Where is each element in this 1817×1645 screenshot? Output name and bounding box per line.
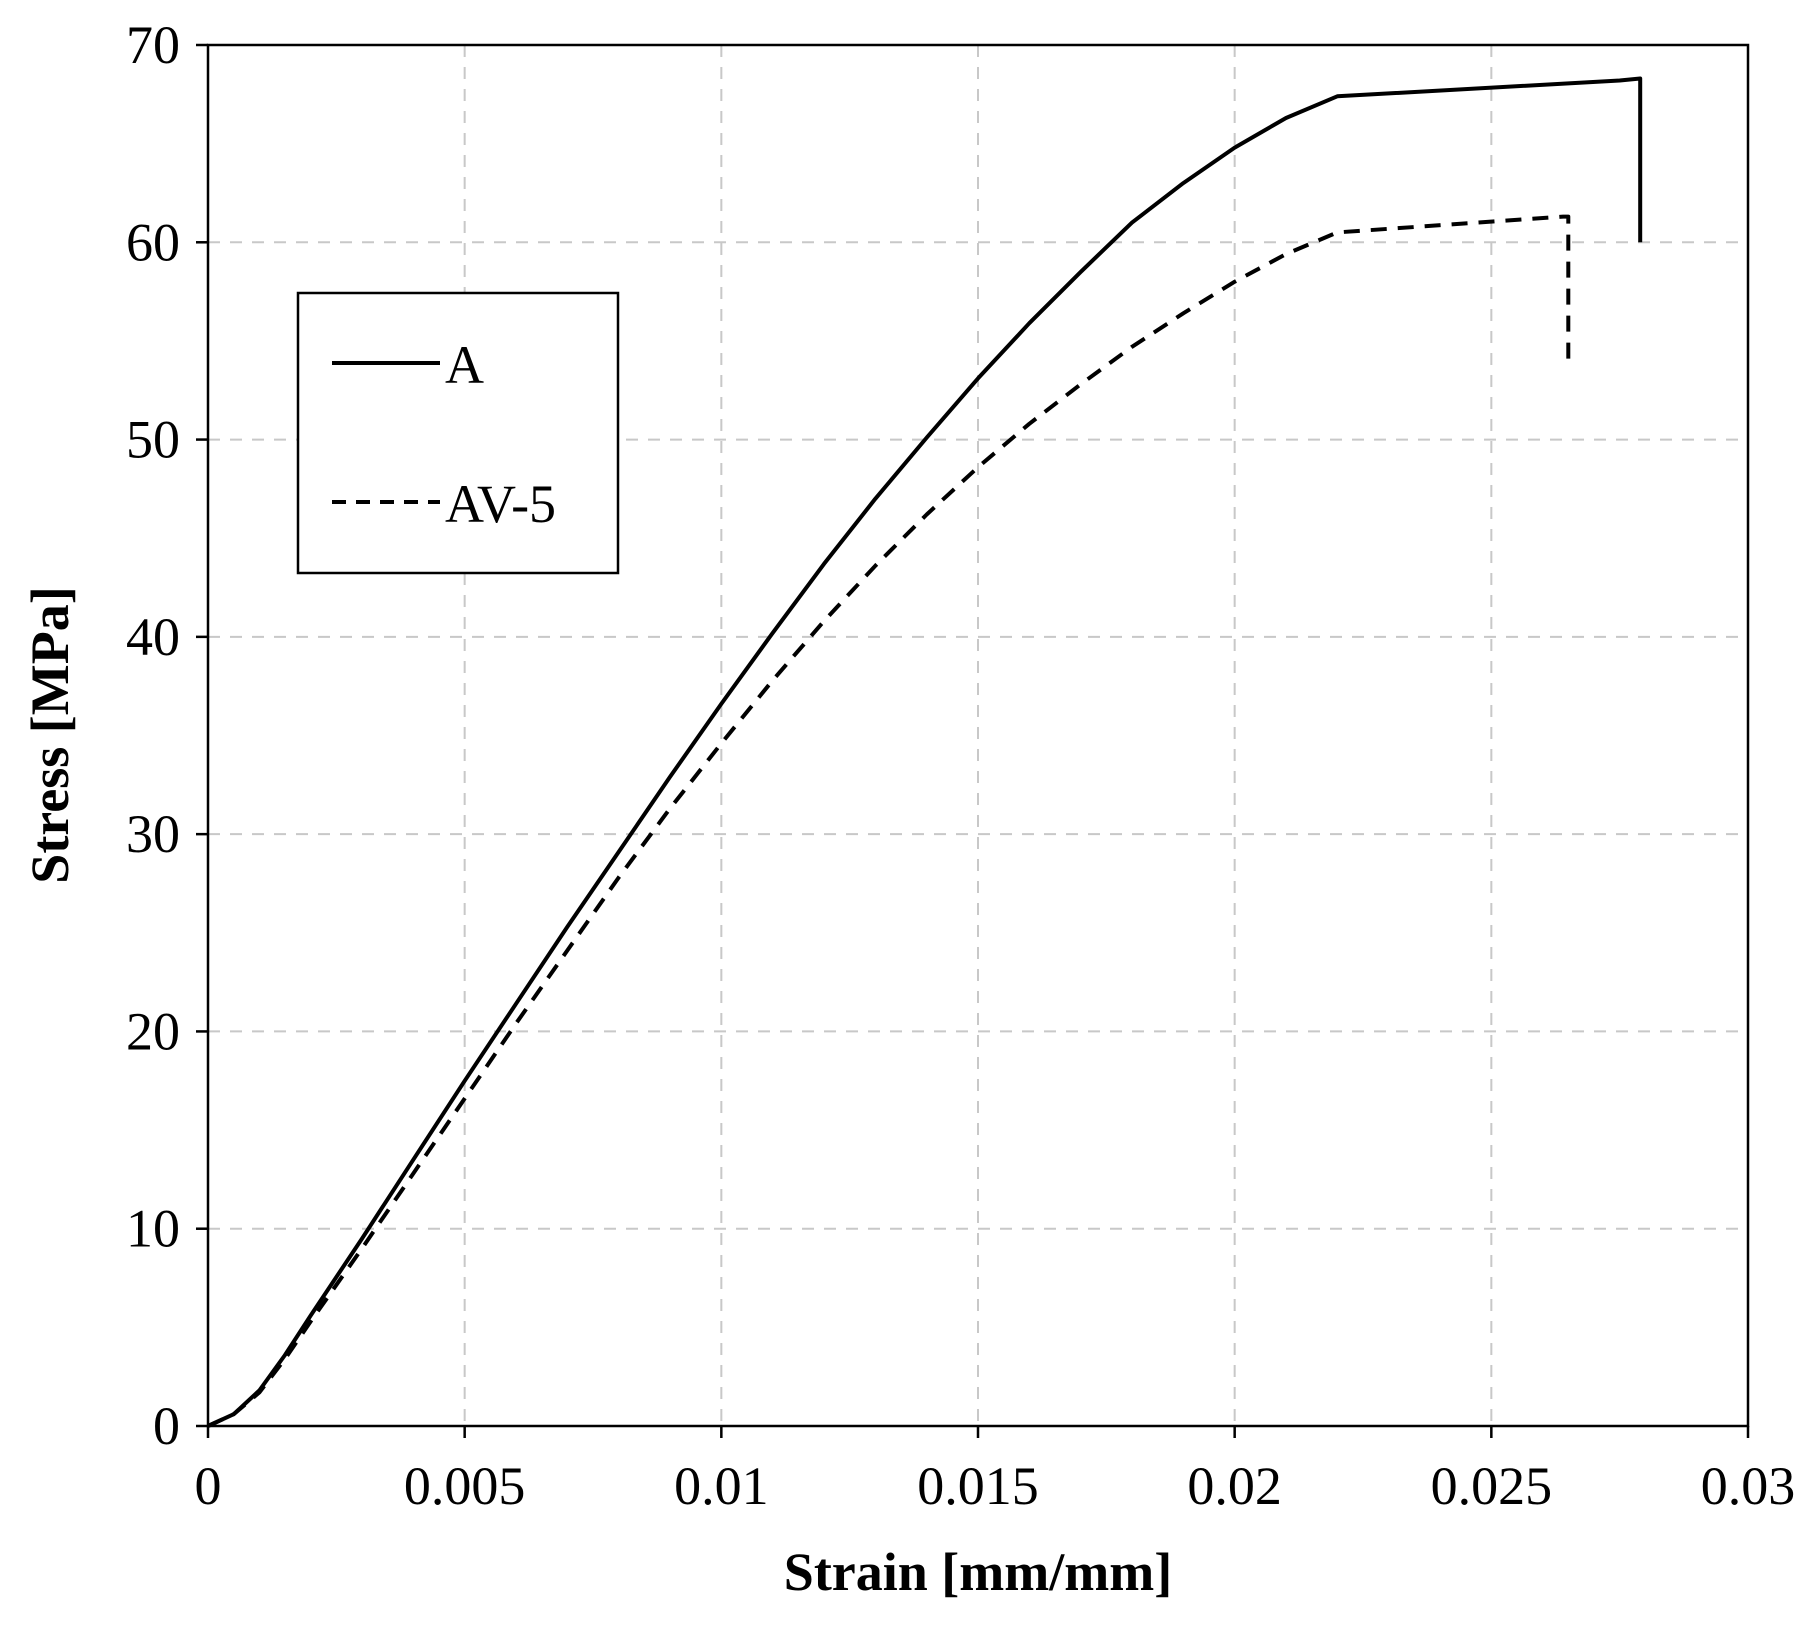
- x-tick-label: 0: [195, 1456, 222, 1516]
- y-tick-label: 70: [126, 15, 180, 75]
- x-axis-title: Strain [mm/mm]: [784, 1542, 1172, 1602]
- x-tick-label: 0.025: [1431, 1456, 1553, 1516]
- series-line-a: [207, 76, 1643, 1428]
- legend: A AV-5: [296, 291, 620, 575]
- y-tick-label: 0: [153, 1396, 180, 1456]
- x-tick-label: 0.005: [404, 1456, 526, 1516]
- y-tick-label: 60: [126, 212, 180, 272]
- x-tick-label: 0.02: [1187, 1456, 1282, 1516]
- legend-box: [296, 291, 620, 575]
- legend-label-a: A: [445, 335, 484, 395]
- y-tick-label: 20: [126, 1001, 180, 1061]
- y-tick-label: 50: [126, 410, 180, 470]
- x-tick-label: 0.015: [917, 1456, 1039, 1516]
- ticks-layer: 0 0.005 0.01 0.015 0.02 0.025 0.03 0 10 20 30 40 50 6…: [126, 15, 1795, 1516]
- legend-label-av5: AV-5: [445, 474, 556, 534]
- x-tick-label: 0.03: [1701, 1456, 1796, 1516]
- x-tick-label: 0.01: [674, 1456, 769, 1516]
- series-line-av5: [207, 214, 1571, 1428]
- y-tick-label: 10: [126, 1199, 180, 1259]
- y-axis-title: Stress [MPa]: [20, 586, 80, 883]
- y-tick-label: 40: [126, 607, 180, 667]
- grid-layer: [208, 45, 1748, 1426]
- y-tick-label: 30: [126, 804, 180, 864]
- series-layer: [207, 76, 1643, 1428]
